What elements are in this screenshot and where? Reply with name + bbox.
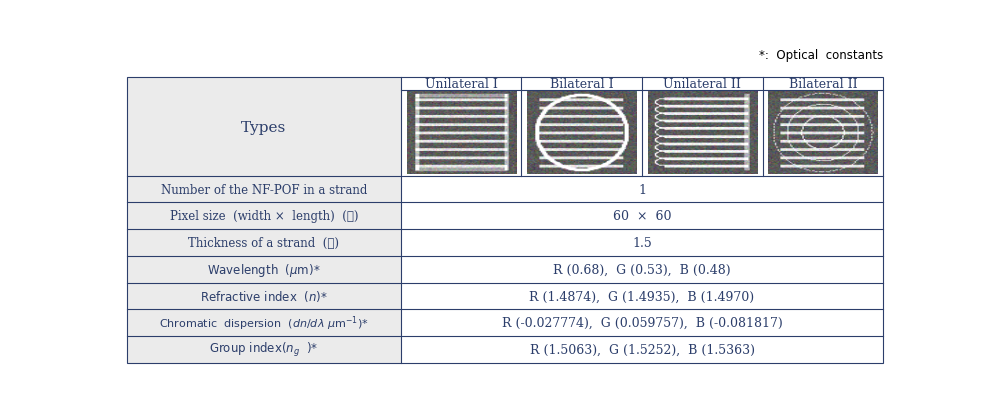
Text: 1.5: 1.5: [632, 237, 652, 249]
Bar: [127, 78, 401, 363]
Text: 60  ×  60: 60 × 60: [612, 210, 671, 223]
Text: Group index($\mathit{n_g}$  )*: Group index($\mathit{n_g}$ )*: [209, 340, 318, 358]
Text: *:  Optical  constants: *: Optical constants: [759, 49, 883, 62]
Text: Pixel size  (width ×  length)  (㎜): Pixel size (width × length) (㎜): [169, 210, 358, 223]
Text: R (1.5063),  G (1.5252),  B (1.5363): R (1.5063), G (1.5252), B (1.5363): [530, 343, 755, 356]
Text: Chromatic  dispersion  ($\mathit{dn/d\lambda}\ \mathit{\mu}$m$^{-1}$)*: Chromatic dispersion ($\mathit{dn/d\lamb…: [159, 313, 369, 332]
Text: Bilateral II: Bilateral II: [788, 78, 857, 91]
Text: Wavelength  ($\mathit{\mu}$m)*: Wavelength ($\mathit{\mu}$m)*: [207, 261, 320, 278]
Text: Refractive index  ($\mathit{n}$)*: Refractive index ($\mathit{n}$)*: [200, 289, 327, 304]
Text: Thickness of a strand  (㎜): Thickness of a strand (㎜): [189, 237, 339, 249]
Text: R (-0.027774),  G (0.059757),  B (-0.081817): R (-0.027774), G (0.059757), B (-0.08181…: [501, 316, 782, 329]
Text: Bilateral I: Bilateral I: [549, 78, 613, 91]
Text: R (1.4874),  G (1.4935),  B (1.4970): R (1.4874), G (1.4935), B (1.4970): [530, 290, 755, 303]
Text: Types: Types: [241, 120, 286, 134]
Bar: [127, 78, 883, 363]
Text: Unilateral II: Unilateral II: [664, 78, 741, 91]
Text: Number of the NF-POF in a strand: Number of the NF-POF in a strand: [160, 183, 367, 196]
Text: R (0.68),  G (0.53),  B (0.48): R (0.68), G (0.53), B (0.48): [553, 263, 731, 276]
Text: Unilateral I: Unilateral I: [425, 78, 497, 91]
Text: 1: 1: [638, 183, 646, 196]
